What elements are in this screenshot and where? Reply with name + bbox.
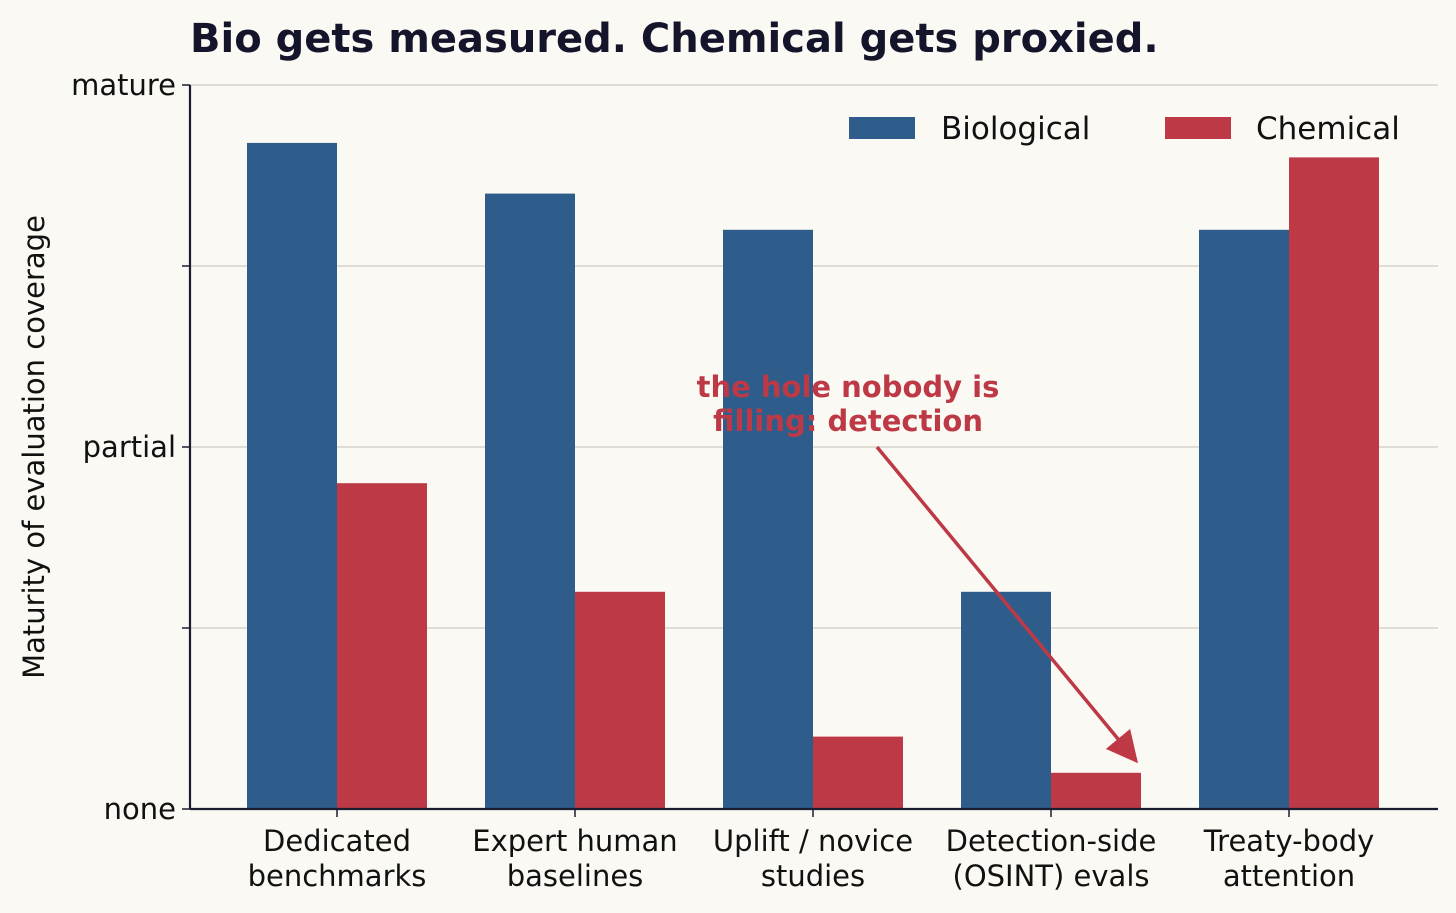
bar-chemical-3 — [1051, 772, 1141, 809]
x-tick-label-3: Detection-side (OSINT) evals — [946, 824, 1157, 893]
legend-label-biological: Biological — [941, 111, 1090, 147]
annotation: the hole nobody is filling: detection — [697, 370, 1139, 764]
y-tick-label-0: none — [104, 792, 176, 826]
bar-biological-4 — [1199, 229, 1289, 810]
y-tick-label-4: mature — [71, 68, 176, 102]
bar-biological-2 — [723, 229, 813, 810]
axes: none partial mature Dedicated benchmarks Expe… — [71, 68, 1438, 893]
y-axis-label: Maturity of evaluation coverage — [17, 215, 51, 679]
x-tick-label-4: Treaty-body attention — [1203, 824, 1375, 893]
bar-biological-3 — [961, 591, 1051, 809]
bars — [247, 142, 1379, 810]
x-tick-label-0: Dedicated benchmarks — [248, 824, 427, 893]
bar-chemical-2 — [813, 736, 903, 809]
bar-chemical-4 — [1289, 157, 1379, 809]
y-tick-label-2: partial — [83, 430, 176, 464]
x-tick-label-1: Expert human baselines — [472, 824, 677, 893]
legend-swatch-chemical — [1165, 117, 1231, 139]
bar-biological-1 — [485, 193, 575, 810]
legend: Biological Chemical — [849, 111, 1400, 147]
legend-swatch-biological — [849, 117, 915, 139]
bar-biological-0 — [247, 142, 337, 810]
bar-chemical-0 — [337, 483, 427, 809]
legend-label-chemical: Chemical — [1256, 111, 1400, 147]
chart-title: Bio gets measured. Chemical gets proxied… — [190, 16, 1159, 62]
x-tick-label-2: Uplift / novice studies — [713, 824, 913, 893]
annotation-arrow — [875, 445, 1139, 764]
bar-chemical-1 — [575, 591, 665, 809]
annotation-text: the hole nobody is filling: detection — [697, 370, 1000, 438]
